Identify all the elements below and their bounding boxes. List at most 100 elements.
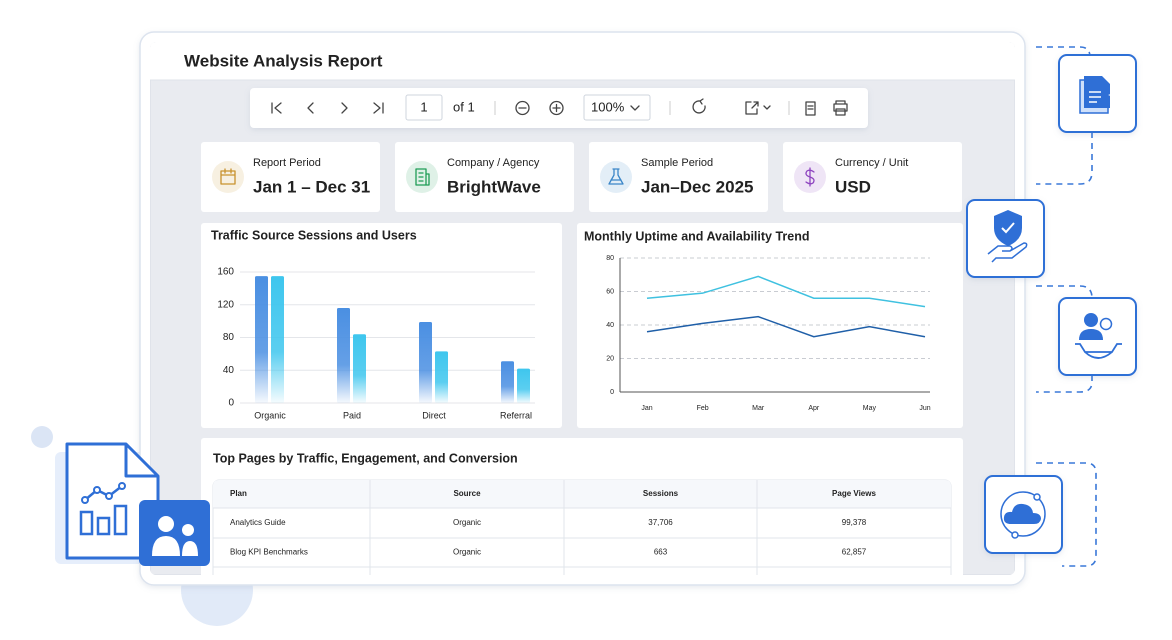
summary-card: Company / Agency BrightWave [395, 142, 574, 212]
card-icon [805, 167, 815, 187]
icon [373, 102, 384, 114]
chart-panel: Traffic Source Sessions and Users 0 40 80 12… [201, 223, 562, 428]
document-button[interactable] [800, 98, 820, 118]
hit-area[interactable] [267, 98, 287, 118]
connector [1036, 285, 1093, 299]
page-number: 1 [420, 99, 427, 114]
connector [1036, 375, 1093, 393]
y-tick-label: 40 [606, 322, 614, 329]
doc-fold [124, 444, 158, 478]
summary-card: Sample Period Jan–Dec 2025 [589, 142, 768, 212]
x-tick-label: Jun [919, 405, 930, 412]
tile-icon [1033, 493, 1041, 501]
icon [515, 100, 530, 116]
security-tile [966, 199, 1045, 278]
card-icon-bg [212, 161, 244, 193]
bar [517, 368, 530, 403]
y-tick-label: 40 [223, 365, 235, 376]
last-page-button[interactable] [368, 98, 388, 118]
y-tick-label: 160 [217, 267, 234, 278]
summary-card: Report Period Jan 1 – Dec 31 [201, 142, 380, 212]
x-tick-label: Feb [697, 405, 709, 412]
table-cell: Organic [453, 548, 481, 557]
doc-chart [84, 485, 123, 501]
tile-icon [1001, 222, 1015, 234]
export-button[interactable] [745, 98, 771, 118]
panel-bg [201, 223, 562, 428]
tile-icon [1099, 317, 1113, 331]
bar [255, 276, 268, 403]
card-icon-bg [600, 161, 632, 193]
table-cell: 37,706 [648, 518, 673, 527]
bar [353, 334, 366, 403]
y-tick-label: 120 [217, 299, 234, 310]
hit-area[interactable] [368, 98, 388, 118]
icon [271, 102, 282, 114]
icon [341, 102, 348, 114]
table-cell: 62,857 [842, 548, 867, 557]
previous-page-button[interactable] [301, 98, 321, 118]
chart-panel: Monthly Uptime and Availability Trend 0 20… [577, 223, 963, 428]
zoom-out-button[interactable] [512, 98, 532, 118]
x-tick-label: Jan [641, 405, 652, 412]
icon [833, 100, 848, 116]
report-title: Website Analysis Report [184, 51, 383, 70]
line-series [646, 315, 926, 338]
print-button[interactable] [830, 98, 850, 118]
document-illustration [65, 442, 210, 566]
bar [501, 361, 514, 403]
zoom-in-button[interactable] [546, 98, 566, 118]
window-header [150, 42, 1015, 80]
doc-bar [113, 504, 128, 536]
summary-card: Currency / Unit USD [783, 142, 962, 212]
tile-icon [994, 210, 1022, 246]
hit-area[interactable] [334, 98, 354, 118]
report-tile [1058, 54, 1137, 133]
card-label: Report Period [253, 157, 321, 169]
page-count: of 1 [453, 99, 475, 114]
y-tick-label: 20 [606, 355, 614, 362]
table-cell: 663 [654, 548, 668, 557]
hit-area[interactable] [301, 98, 321, 118]
card-label: Currency / Unit [835, 157, 908, 169]
tile-icon [1084, 313, 1098, 327]
users-icon [158, 516, 174, 532]
bar [435, 351, 448, 403]
doc-point [105, 492, 113, 500]
card-value: Jan–Dec 2025 [641, 177, 753, 196]
deco-dot [31, 426, 53, 448]
icon [549, 100, 564, 116]
tile-icon [1079, 329, 1103, 340]
card-bg [589, 142, 768, 212]
report-window: Website Analysis Report 1 of 1 100% Report P… [150, 42, 1015, 575]
card-icon [220, 168, 236, 185]
card-icon [415, 168, 430, 186]
refresh-button[interactable] [689, 98, 709, 118]
zoom-value: 100% [591, 99, 625, 114]
hit-area[interactable] [745, 98, 765, 118]
table-cell: Analytics Guide [230, 518, 286, 527]
table-cell: Organic [453, 518, 481, 527]
cloud-tile [984, 475, 1063, 554]
y-tick-label: 80 [223, 332, 235, 343]
x-tick-label: May [863, 405, 877, 412]
column-header: Plan [230, 489, 247, 498]
chart-title: Monthly Uptime and Availability Trend [584, 229, 810, 243]
page-input[interactable] [405, 94, 443, 121]
doc-bar [79, 510, 94, 536]
chart-title: Traffic Source Sessions and Users [211, 228, 417, 242]
zoom-select[interactable] [583, 94, 651, 121]
bar [271, 276, 284, 403]
x-tick-label: Paid [343, 410, 361, 420]
toolbar: 1 of 1 100% [250, 88, 868, 128]
first-page-button[interactable] [267, 98, 287, 118]
tile-icon [1075, 343, 1122, 359]
line-series [646, 275, 926, 308]
icon [805, 101, 816, 116]
next-page-button[interactable] [334, 98, 354, 118]
table-panel: Top Pages by Traffic, Engagement, and Co… [201, 438, 963, 575]
x-tick-label: Mar [752, 405, 765, 412]
column-header: Source [453, 489, 481, 498]
card-value: Jan 1 – Dec 31 [253, 177, 370, 196]
